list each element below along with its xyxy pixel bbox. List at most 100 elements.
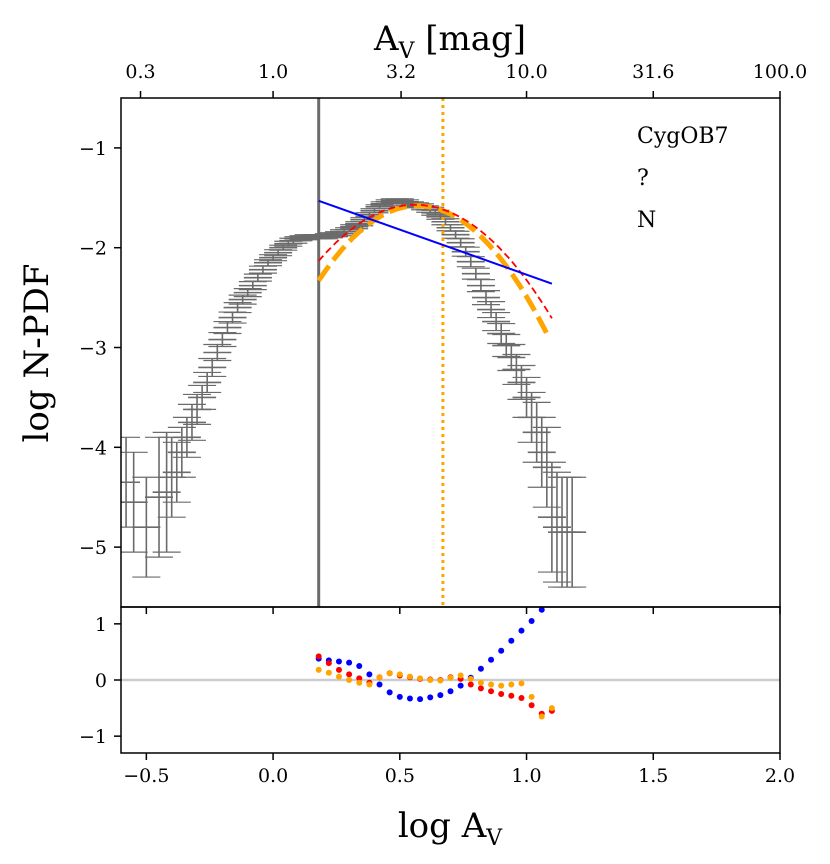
residual-point (366, 671, 373, 678)
residual-y-tick-label: −1 (79, 726, 107, 748)
residual-point (335, 666, 342, 673)
residual-point (396, 671, 403, 678)
annotation-question: ? (637, 166, 649, 191)
residual-point (335, 658, 342, 665)
residual-point (548, 705, 555, 712)
residual-y-tick-label: 0 (95, 670, 107, 692)
pdf-errorbar (527, 416, 556, 488)
pdf-errorbar (188, 384, 217, 410)
residual-point (437, 692, 444, 699)
residual-point (518, 694, 525, 701)
residual-point (335, 673, 342, 680)
pdf-errorbar (492, 333, 521, 358)
residual-point (427, 677, 434, 683)
pdf-errorbar (461, 267, 490, 280)
residual-point (457, 672, 464, 679)
residual-point (467, 681, 474, 688)
residual-point (366, 681, 373, 688)
residual-series-combined (315, 666, 555, 720)
pdf-errorbar (145, 436, 174, 558)
pdf-errorbar (385, 198, 414, 204)
pdf-errorbar (497, 343, 526, 372)
residual-point (346, 677, 353, 683)
residual-point (447, 674, 454, 681)
residual-point (518, 627, 525, 634)
y-tick-label: −1 (79, 138, 107, 160)
x-tick-label: 1.5 (638, 765, 668, 787)
x-tick-label: −0.5 (123, 765, 169, 787)
pdf-errorbar (471, 290, 500, 306)
residual-point (488, 681, 495, 688)
residual-point (508, 681, 515, 688)
pdf-errorbar (208, 331, 237, 348)
residual-point (417, 696, 424, 703)
residual-point (346, 671, 353, 678)
pdf-errorbar (537, 461, 566, 573)
pdf-errorbar (167, 426, 196, 478)
x-tick-label: 0.5 (385, 765, 415, 787)
pdf-errorbar (542, 471, 571, 583)
axes: −0.5 0.0 0.5 1.0 1.5 2.0 0.3 1.0 3.2 10.0 31.6 100.… (79, 61, 807, 787)
pdf-errorbar (441, 230, 470, 239)
top-tick-label: 3.2 (386, 61, 416, 83)
pdf-errorbar (487, 322, 516, 345)
pdf-errorbar (248, 265, 277, 274)
residual-point (386, 689, 393, 696)
residual-point (396, 693, 403, 700)
pdf-errorbar (436, 224, 465, 232)
pdf-errorbar (121, 436, 141, 528)
residual-point (325, 660, 332, 667)
pdf-errorbar (269, 244, 298, 251)
residual-point (386, 670, 393, 677)
residual-y-tick-label: 1 (95, 614, 107, 636)
pdf-errorbar (446, 238, 475, 248)
x-axis-title: log AV (398, 806, 503, 851)
pdf-errorbar (203, 343, 232, 362)
residual-point (467, 675, 474, 682)
residual-plot-area (121, 607, 780, 720)
residual-point (437, 677, 444, 684)
residual-point (376, 674, 383, 681)
residual-point (528, 618, 535, 625)
x-tick-label: 2.0 (765, 765, 795, 787)
pdf-errorbar (132, 476, 161, 578)
pdf-errorbar (507, 364, 536, 401)
residual-point (508, 692, 515, 699)
residual-point (417, 675, 424, 682)
pdf-errorbar (456, 256, 485, 268)
residual-point (498, 647, 505, 654)
pdf-errorbar (254, 259, 283, 267)
residual-point (528, 693, 535, 700)
residual-point (508, 637, 515, 644)
y-tick-label: −3 (79, 338, 107, 360)
residual-point (427, 694, 434, 701)
pdf-errorbar (532, 426, 561, 508)
pdf-errorbar (502, 353, 531, 386)
top-axis-title: AV [mag] (373, 19, 526, 64)
pdf-errorbar (243, 273, 272, 282)
residual-point (315, 666, 322, 673)
pdf-errorbar (198, 357, 227, 378)
pdf-errorbar (193, 371, 222, 394)
main-plot-area (121, 98, 587, 607)
pdf-errorbar (177, 403, 206, 441)
x-tick-label: 0.0 (258, 765, 288, 787)
residual-point (447, 688, 454, 695)
residual-point (538, 713, 545, 720)
y-tick-label: −5 (79, 537, 107, 559)
powerlaw-fit-line (318, 199, 553, 285)
x-tick-label: 1.0 (511, 765, 541, 787)
y-axis-title: log N-PDF (17, 264, 57, 443)
residual-point (538, 607, 545, 613)
residual-point (498, 682, 505, 689)
pdf-errorbar (121, 451, 148, 553)
annotation-type: N (637, 208, 656, 233)
residual-point (477, 679, 484, 686)
residual-point (528, 702, 535, 709)
pdf-errorbar (558, 476, 587, 588)
residual-point (498, 691, 505, 698)
residual-point (356, 679, 363, 686)
residual-point (315, 653, 322, 660)
pdf-errorbar (482, 311, 511, 332)
